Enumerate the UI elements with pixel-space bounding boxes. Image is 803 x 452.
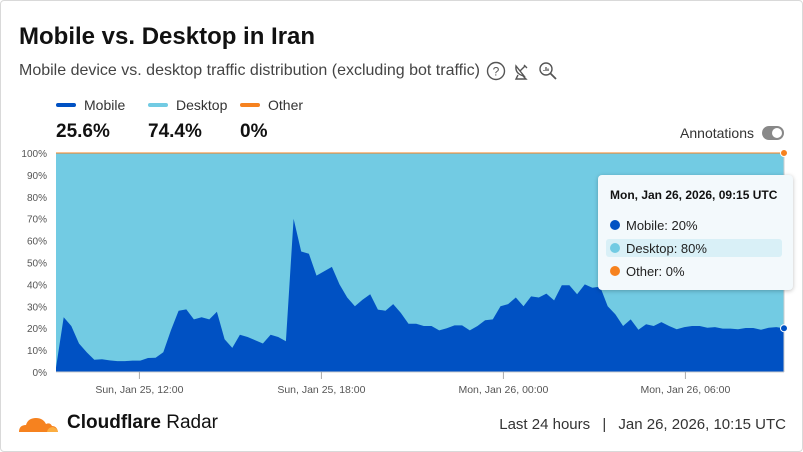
y-tick-label: 100% [21,149,47,160]
annotations-toggle[interactable] [762,126,784,140]
cloudflare-cloud-icon [19,418,58,432]
satellite-icon[interactable] [512,61,532,81]
tooltip-title: Mon, Jan 26, 2026, 09:15 UTC [610,188,778,202]
tooltip-value: Other: 0% [626,263,685,279]
legend-value: 0% [240,121,268,142]
x-tick-label: Mon, Jan 26, 00:00 [458,384,548,396]
y-tick-label: 30% [27,302,47,313]
y-tick-label: 40% [27,280,47,291]
mobile-point [780,324,788,333]
tooltip-row-other: Other: 0% [606,262,782,280]
other-dot [610,266,620,276]
y-tick-label: 80% [27,193,47,204]
mobile-dot [610,220,620,230]
legend-item-desktop[interactable]: Desktop 74.4% [148,97,240,143]
help-icon[interactable]: ? [486,61,506,81]
legend-value: 74.4% [148,121,202,142]
mobile-swatch [56,103,76,107]
time-range: Last 24 hours [499,416,591,433]
tooltip-value: Desktop: 80% [626,240,707,256]
desktop-swatch [148,103,168,107]
y-tick-label: 10% [27,346,47,357]
subtitle-row: Mobile device vs. desktop traffic distri… [19,61,558,81]
annotations-control: Annotations [680,125,784,141]
legend-item-other[interactable]: Other 0% [240,97,332,143]
x-tick-label: Sun, Jan 25, 18:00 [277,384,365,396]
explore-icon[interactable] [538,61,558,81]
brand-product: Radar [166,412,218,433]
y-tick-label: 90% [27,171,47,182]
y-tick-label: 0% [33,368,48,379]
footer-meta: Last 24 hours | Jan 26, 2026, 10:15 UTC [499,416,786,433]
legend: Mobile 25.6% Desktop 74.4% Other 0% [56,97,332,143]
separator: | [602,416,607,433]
page-title: Mobile vs. Desktop in Iran [19,23,316,50]
subtitle: Mobile device vs. desktop traffic distri… [19,62,480,79]
svg-text:?: ? [493,65,500,79]
mobile-area [56,218,784,372]
tooltip-value: Mobile: 20% [626,217,698,233]
legend-value: 25.6% [56,121,110,142]
last-updated: Jan 26, 2026, 10:15 UTC [618,416,786,433]
other-point [780,149,788,157]
legend-label: Other [268,97,304,113]
legend-item-mobile[interactable]: Mobile 25.6% [56,97,148,143]
annotations-label: Annotations [680,125,754,141]
x-tick-label: Mon, Jan 26, 06:00 [640,384,730,396]
cloudflare-radar-logo[interactable]: Cloudflare Radar [17,412,218,434]
y-tick-label: 60% [27,237,47,248]
brand-name: Cloudflare [67,412,161,433]
x-tick-label: Sun, Jan 25, 12:00 [95,384,183,396]
legend-label: Desktop [176,97,228,113]
legend-label: Mobile [84,97,126,113]
other-swatch [240,103,260,107]
y-tick-label: 50% [27,259,47,270]
tooltip-row-mobile: Mobile: 20% [606,216,782,234]
chart-tooltip: Mon, Jan 26, 2026, 09:15 UTC Mobile: 20%… [598,175,793,290]
tooltip-row-desktop: Desktop: 80% [606,239,782,257]
y-tick-label: 70% [27,215,47,226]
y-tick-label: 20% [27,324,47,335]
desktop-dot [610,243,620,253]
